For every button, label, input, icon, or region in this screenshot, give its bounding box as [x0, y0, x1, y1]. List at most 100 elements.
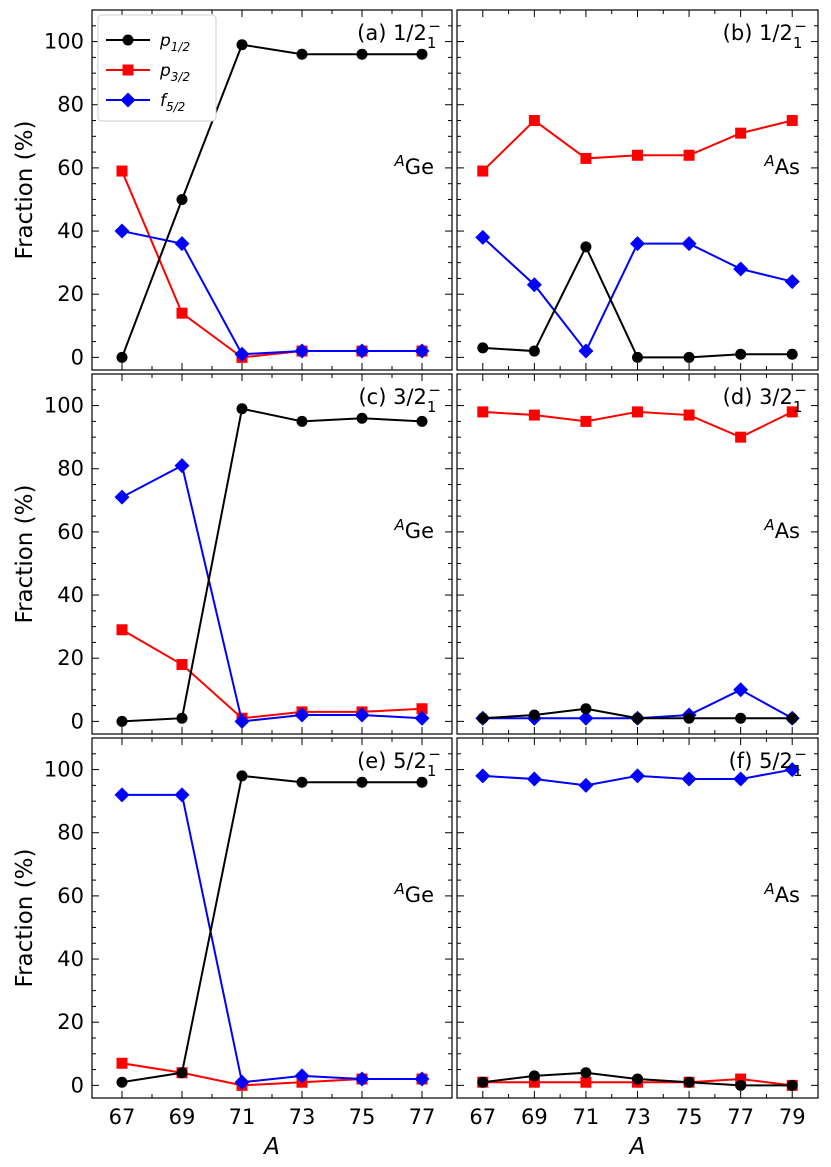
- y-tick-label: 60: [57, 156, 84, 180]
- y-tick-label: 40: [57, 219, 84, 243]
- series-line-p32: [121, 628, 423, 720]
- data-point-p32: [116, 165, 128, 177]
- data-point-f52: [578, 777, 594, 793]
- data-point-p32: [477, 165, 489, 177]
- legend-label-f52: f5/2: [160, 91, 185, 114]
- data-point-f52: [630, 236, 645, 252]
- x-tick-label: 67: [469, 1105, 496, 1129]
- series-line-p32: [121, 170, 422, 359]
- data-point-f52: [681, 236, 697, 252]
- y-axis-label: Fraction (%): [12, 121, 38, 260]
- data-point-f52: [475, 768, 491, 784]
- data-point-f52: [234, 713, 250, 729]
- data-point-p32: [735, 431, 747, 443]
- nucleus-label: AAs: [763, 152, 800, 179]
- data-point-p32: [580, 152, 592, 164]
- data-point-p12: [735, 1079, 747, 1091]
- y-tick-label: 0: [71, 1073, 84, 1097]
- data-point-p12: [356, 776, 368, 788]
- data-point-f52: [174, 787, 190, 803]
- legend-label-p32: p3/2: [159, 61, 190, 84]
- data-point-p32: [528, 409, 540, 421]
- series-line-p12: [121, 43, 422, 358]
- panel-label: (b) 1/21−: [723, 17, 807, 52]
- nucleus-label: AAs: [763, 880, 800, 907]
- data-point-p32: [176, 307, 188, 319]
- y-axis-label: Fraction (%): [12, 849, 38, 988]
- x-tick-label: 75: [676, 1105, 703, 1129]
- data-point-p32: [632, 149, 643, 161]
- y-tick-label: 100: [44, 758, 84, 782]
- data-point-p12: [116, 351, 128, 363]
- panel-label: (e) 5/21−: [357, 745, 441, 780]
- data-point-f52: [681, 771, 697, 787]
- data-point-f52: [526, 277, 542, 293]
- panel-frame: [91, 373, 453, 735]
- data-point-p32: [116, 624, 128, 636]
- x-axis-label: A: [262, 1134, 280, 1160]
- nucleus-label: AGe: [394, 516, 434, 543]
- data-point-f52: [526, 771, 542, 787]
- data-point-f52: [414, 1071, 430, 1087]
- data-point-p32: [683, 149, 695, 161]
- data-point-f52: [733, 261, 749, 277]
- series-line-p12: [121, 774, 422, 1084]
- data-point-p12: [683, 1076, 695, 1088]
- data-point-f52: [234, 1074, 250, 1090]
- y-tick-label: 100: [44, 394, 84, 418]
- panel-frame: [456, 9, 819, 371]
- y-tick-label: 20: [57, 282, 84, 306]
- legend-marker-p12: [122, 34, 134, 46]
- data-point-p12: [477, 1076, 489, 1088]
- nucleus-label: AAs: [763, 516, 800, 543]
- series-line-f52: [122, 793, 422, 1084]
- legend-marker-f52: [120, 92, 136, 108]
- data-point-p12: [786, 1079, 798, 1091]
- data-point-p32: [735, 1073, 747, 1085]
- data-point-p32: [528, 115, 540, 127]
- x-tick-label: 77: [727, 1105, 754, 1129]
- panel-f: 67 69 71 73 75 77 79 A (f) 5/21− AAs: [456, 737, 819, 1160]
- x-tick-label: 73: [624, 1105, 651, 1129]
- data-point-p32: [580, 1076, 592, 1088]
- data-point-p12: [683, 351, 695, 363]
- data-point-f52: [630, 768, 645, 784]
- data-point-p12: [236, 39, 248, 51]
- data-point-p32: [735, 127, 747, 139]
- data-point-f52: [784, 762, 800, 778]
- data-point-p12: [356, 48, 368, 60]
- data-point-p12: [632, 351, 643, 363]
- data-point-f52: [414, 710, 430, 726]
- data-point-f52: [475, 229, 491, 245]
- y-tick-label: 40: [57, 947, 84, 971]
- data-point-p32: [683, 409, 695, 421]
- y-tick-label: 60: [57, 520, 84, 544]
- x-tick-label: 67: [109, 1105, 136, 1129]
- data-point-f52: [733, 771, 749, 787]
- data-point-p12: [735, 712, 747, 724]
- y-tick-label: 60: [57, 884, 84, 908]
- data-point-p12: [416, 48, 428, 60]
- data-point-p12: [580, 703, 592, 715]
- y-axis-label: Fraction (%): [12, 485, 38, 624]
- panel-a: 0 20 40 60 80 100 Fraction (%) (a) 1/21− AGe: [12, 9, 453, 371]
- series-line-f52: [121, 464, 423, 723]
- data-point-p12: [735, 348, 747, 360]
- x-tick-label: 69: [521, 1105, 548, 1129]
- data-point-p12: [116, 1076, 128, 1088]
- data-point-f52: [294, 343, 310, 359]
- x-tick-label: 71: [229, 1105, 256, 1129]
- data-point-p12: [477, 712, 489, 724]
- panel-label: (a) 1/21−: [357, 17, 441, 52]
- data-point-f52: [174, 458, 190, 474]
- panel-frame: [91, 737, 453, 1099]
- data-point-p12: [176, 1067, 188, 1079]
- legend-label-p12: p1/2: [159, 31, 190, 54]
- panel-e: 0 20 40 60 80 100 Fraction (%) 67 69 71 73 75 77 A (e)…: [12, 737, 453, 1160]
- data-point-p12: [580, 241, 592, 253]
- series-line-p12: [121, 407, 423, 723]
- y-tick-label: 20: [57, 646, 84, 670]
- data-point-p12: [236, 403, 248, 415]
- data-point-p12: [786, 712, 798, 724]
- series-line-p12: [482, 244, 793, 359]
